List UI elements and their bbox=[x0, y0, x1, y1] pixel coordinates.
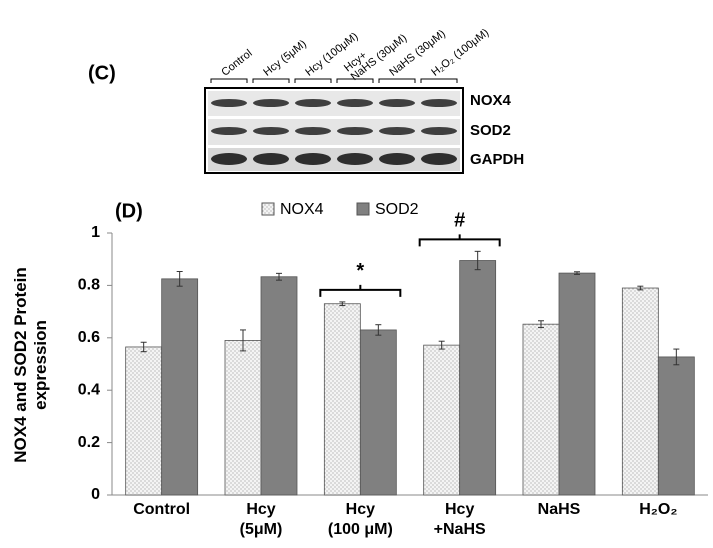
blot-band bbox=[253, 127, 289, 135]
lane-bracket bbox=[336, 78, 374, 83]
legend-swatch bbox=[261, 202, 275, 216]
y-tick-label: 0.8 bbox=[78, 277, 100, 294]
legend-label: NOX4 bbox=[280, 201, 324, 218]
bar bbox=[459, 260, 497, 496]
legend-label: SOD2 bbox=[375, 201, 419, 218]
blot-row-label: NOX4 bbox=[470, 92, 512, 109]
error-bar bbox=[339, 301, 346, 307]
blot-band bbox=[253, 99, 289, 107]
error-bar bbox=[438, 340, 445, 350]
bar bbox=[359, 329, 397, 496]
blot-band bbox=[211, 127, 247, 135]
bar bbox=[657, 356, 695, 496]
error-bar bbox=[637, 285, 644, 291]
error-bar bbox=[240, 329, 246, 352]
x-tick-label: Control bbox=[133, 501, 190, 518]
error-bar bbox=[673, 348, 680, 366]
legend-swatch bbox=[356, 202, 370, 216]
y-tick-label: 0 bbox=[91, 486, 100, 503]
blot-band bbox=[379, 127, 415, 135]
y-tick-label: 0.2 bbox=[78, 434, 100, 451]
y-axis-label: NOX4 and SOD2 Proteinexpression bbox=[11, 267, 50, 463]
significance-label: * bbox=[356, 260, 364, 282]
blot-band bbox=[379, 153, 415, 165]
y-tick-label: 1 bbox=[91, 224, 100, 241]
x-tick-label: Hcy (100 μM) bbox=[328, 501, 393, 538]
blot-band bbox=[295, 99, 331, 107]
blot-row-label: GAPDH bbox=[470, 151, 524, 168]
bar bbox=[125, 346, 163, 496]
lane-bracket bbox=[252, 78, 290, 83]
lane-label: Control bbox=[219, 47, 254, 78]
bar bbox=[260, 276, 298, 496]
blot-band bbox=[379, 99, 415, 107]
blot-band bbox=[295, 153, 331, 165]
blot-band bbox=[337, 99, 373, 107]
y-tick-label: 0.6 bbox=[78, 329, 100, 346]
lane-bracket bbox=[378, 78, 416, 83]
bar bbox=[323, 303, 361, 496]
x-tick-label: H₂O₂ bbox=[639, 501, 677, 518]
blot-strip bbox=[208, 91, 460, 116]
y-tick-label: 0.4 bbox=[78, 381, 100, 398]
error-bar bbox=[574, 271, 580, 275]
blot-row-label: SOD2 bbox=[470, 122, 511, 139]
significance-label: # bbox=[454, 210, 465, 232]
error-bar bbox=[538, 320, 544, 329]
bar bbox=[224, 340, 262, 496]
x-tick-label: NaHS bbox=[538, 501, 581, 518]
bar bbox=[621, 287, 659, 496]
blot-band bbox=[421, 153, 457, 165]
error-bar bbox=[140, 341, 147, 353]
panel-label: (D) bbox=[115, 200, 143, 222]
blot-band bbox=[211, 99, 247, 107]
blot-strip bbox=[208, 119, 460, 145]
error-bar bbox=[474, 250, 481, 271]
bar bbox=[161, 278, 199, 496]
blot-band bbox=[337, 153, 373, 165]
blot-band bbox=[421, 127, 457, 135]
blot-band bbox=[421, 99, 457, 107]
panel-label: (C) bbox=[88, 62, 116, 84]
lane-bracket bbox=[294, 78, 332, 83]
bar bbox=[522, 323, 560, 496]
lane-bracket bbox=[420, 78, 458, 83]
blot-band bbox=[337, 127, 373, 135]
blot-band bbox=[211, 153, 247, 165]
significance-bracket bbox=[418, 234, 501, 247]
x-tick-label: Hcy +NaHS bbox=[434, 501, 486, 538]
error-bar bbox=[276, 272, 282, 281]
error-bar bbox=[375, 324, 382, 336]
lane-label: Hcy (5μM) bbox=[261, 38, 309, 79]
blot-band bbox=[295, 127, 331, 135]
error-bar bbox=[176, 271, 183, 287]
lane-bracket bbox=[210, 78, 248, 83]
x-tick-label: Hcy (5μM) bbox=[240, 501, 283, 538]
significance-bracket bbox=[319, 284, 402, 297]
bar bbox=[423, 344, 461, 496]
bar bbox=[558, 272, 596, 496]
blot-band bbox=[253, 153, 289, 165]
